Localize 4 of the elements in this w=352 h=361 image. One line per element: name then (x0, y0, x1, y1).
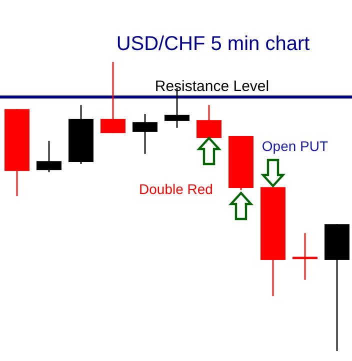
annotation: Open PUT (262, 138, 329, 154)
chart-title: USD/CHF 5 min chart (116, 33, 310, 55)
annotation: Double Red (139, 181, 213, 197)
ref-line-label: Resistance Level (154, 78, 270, 95)
